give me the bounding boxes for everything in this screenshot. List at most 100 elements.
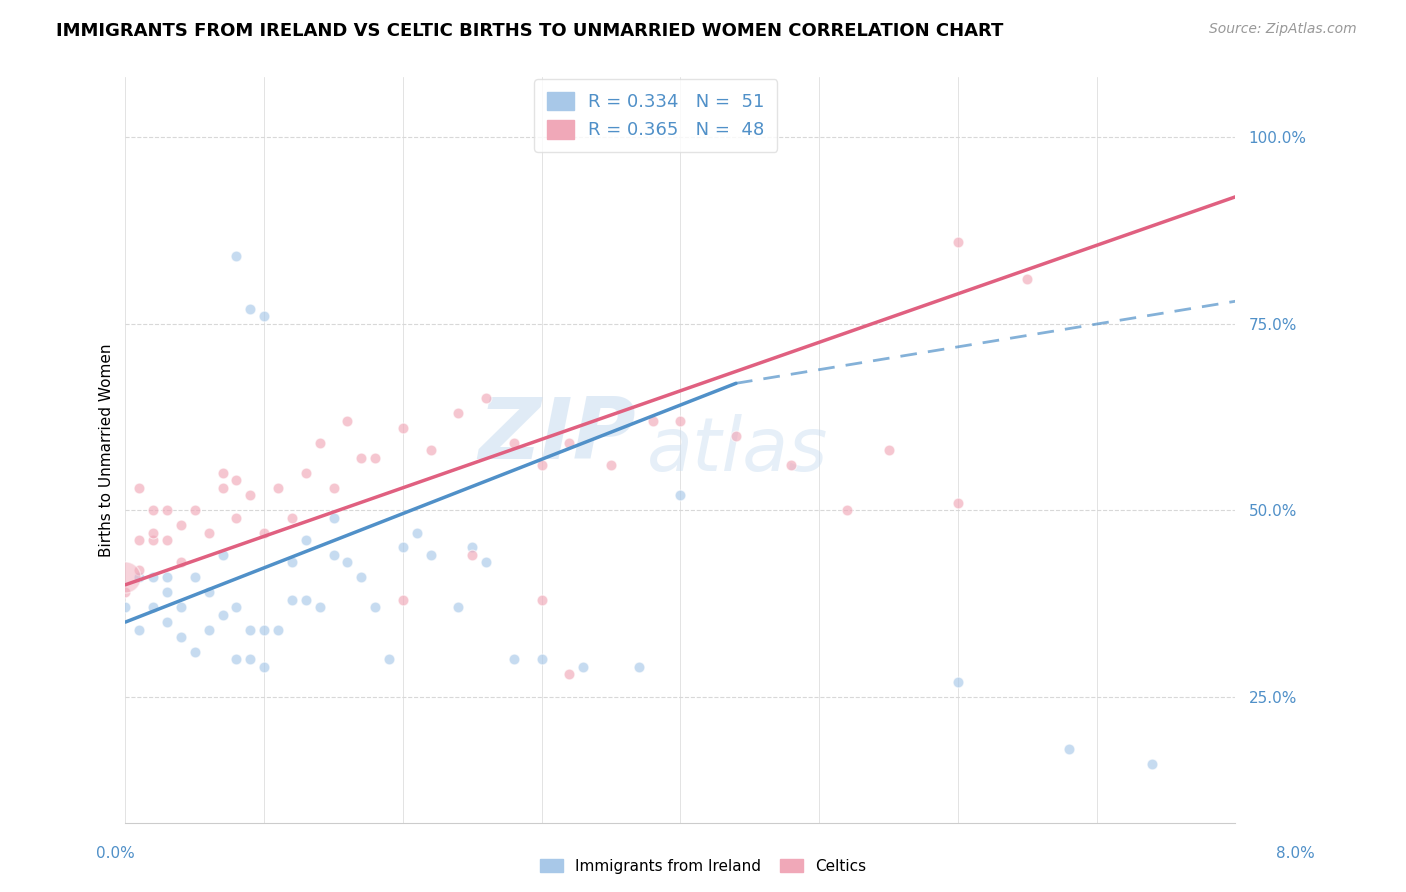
Y-axis label: Births to Unmarried Women: Births to Unmarried Women [100, 343, 114, 558]
Point [295, 533, 318, 547]
Point [211, 481, 233, 495]
Point [419, 548, 441, 562]
Point [197, 623, 219, 637]
Point [475, 391, 498, 405]
Text: 0.0%: 0.0% [96, 847, 135, 861]
Point [461, 541, 484, 555]
Point [350, 570, 373, 584]
Point [142, 570, 165, 584]
Point [225, 600, 247, 615]
Point [156, 570, 179, 584]
Text: 8.0%: 8.0% [1275, 847, 1315, 861]
Point [267, 481, 290, 495]
Point [378, 652, 401, 666]
Point [364, 450, 387, 465]
Point [114, 570, 136, 584]
Point [211, 607, 233, 622]
Text: ZIP: ZIP [478, 394, 636, 477]
Point [1140, 756, 1163, 771]
Point [641, 414, 664, 428]
Point [835, 503, 858, 517]
Point [558, 436, 581, 450]
Point [156, 585, 179, 599]
Point [225, 473, 247, 487]
Point [156, 503, 179, 517]
Point [405, 525, 427, 540]
Point [211, 466, 233, 480]
Legend: Immigrants from Ireland, Celtics: Immigrants from Ireland, Celtics [534, 853, 872, 880]
Point [253, 660, 276, 674]
Text: Source: ZipAtlas.com: Source: ZipAtlas.com [1209, 22, 1357, 37]
Point [295, 592, 318, 607]
Point [669, 488, 692, 502]
Point [461, 548, 484, 562]
Point [600, 458, 623, 473]
Point [170, 630, 193, 644]
Point [142, 600, 165, 615]
Point [239, 488, 262, 502]
Text: IMMIGRANTS FROM IRELAND VS CELTIC BIRTHS TO UNMARRIED WOMEN CORRELATION CHART: IMMIGRANTS FROM IRELAND VS CELTIC BIRTHS… [56, 22, 1004, 40]
Point [295, 466, 318, 480]
Point [128, 563, 150, 577]
Legend: R = 0.334   N =  51, R = 0.365   N =  48: R = 0.334 N = 51, R = 0.365 N = 48 [534, 79, 778, 152]
Point [572, 660, 595, 674]
Point [114, 585, 136, 599]
Point [184, 503, 207, 517]
Point [128, 481, 150, 495]
Point [392, 421, 415, 435]
Point [946, 674, 969, 689]
Point [142, 533, 165, 547]
Point [170, 600, 193, 615]
Point [267, 623, 290, 637]
Point [281, 592, 304, 607]
Point [946, 235, 969, 249]
Point [142, 503, 165, 517]
Point [225, 510, 247, 524]
Point [225, 250, 247, 264]
Point [530, 458, 553, 473]
Point [114, 600, 136, 615]
Point [128, 623, 150, 637]
Point [530, 652, 553, 666]
Point [225, 652, 247, 666]
Point [627, 660, 650, 674]
Point [1017, 272, 1039, 286]
Text: atlas: atlas [647, 415, 828, 486]
Point [239, 623, 262, 637]
Point [128, 533, 150, 547]
Point [392, 541, 415, 555]
Point [877, 443, 900, 458]
Point [364, 600, 387, 615]
Point [946, 496, 969, 510]
Point [281, 555, 304, 569]
Point [530, 592, 553, 607]
Point [197, 525, 219, 540]
Point [503, 436, 526, 450]
Point [503, 652, 526, 666]
Point [558, 667, 581, 681]
Point [350, 450, 373, 465]
Point [211, 548, 233, 562]
Point [170, 518, 193, 533]
Point [253, 623, 276, 637]
Point [336, 414, 359, 428]
Point [128, 570, 150, 584]
Point [780, 458, 803, 473]
Point [669, 414, 692, 428]
Point [197, 585, 219, 599]
Point [281, 510, 304, 524]
Point [336, 555, 359, 569]
Point [475, 555, 498, 569]
Point [322, 548, 344, 562]
Point [253, 309, 276, 323]
Point [322, 510, 344, 524]
Point [184, 570, 207, 584]
Point [392, 592, 415, 607]
Point [419, 443, 441, 458]
Point [239, 652, 262, 666]
Point [322, 481, 344, 495]
Point [308, 436, 330, 450]
Point [239, 301, 262, 316]
Point [447, 600, 470, 615]
Point [142, 525, 165, 540]
